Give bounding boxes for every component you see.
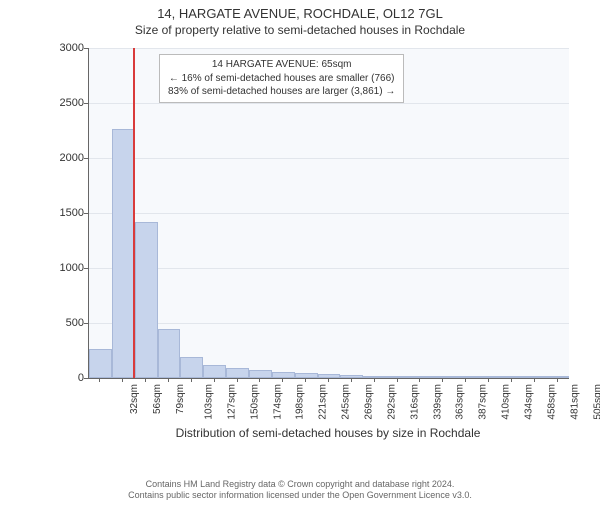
- annotation-line: 83% of semi-detached houses are larger (…: [168, 85, 395, 99]
- x-tick-mark: [191, 378, 192, 382]
- x-tick-label: 481sqm: [569, 384, 580, 420]
- histogram-bar: [523, 376, 546, 378]
- x-tick-label: 410sqm: [501, 384, 512, 420]
- x-tick-mark: [328, 378, 329, 382]
- histogram-bar: [546, 376, 569, 378]
- x-tick-label: 458sqm: [546, 384, 557, 420]
- x-tick-label: 103sqm: [204, 384, 215, 420]
- x-tick-label: 79sqm: [175, 384, 186, 414]
- x-tick-mark: [442, 378, 443, 382]
- x-tick-label: 245sqm: [341, 384, 352, 420]
- annotation-line: 14 HARGATE AVENUE: 65sqm: [168, 58, 395, 72]
- x-tick-mark: [214, 378, 215, 382]
- y-tick-label: 1000: [50, 262, 84, 274]
- x-tick-mark: [282, 378, 283, 382]
- gridline: [89, 103, 569, 104]
- page-title: 14, HARGATE AVENUE, ROCHDALE, OL12 7GL: [0, 6, 600, 21]
- histogram-bar: [249, 370, 272, 378]
- x-tick-mark: [259, 378, 260, 382]
- x-tick-mark: [122, 378, 123, 382]
- histogram-bar: [158, 329, 181, 379]
- annotation-line: ← 16% of semi-detached houses are smalle…: [168, 72, 395, 86]
- gridline: [89, 158, 569, 159]
- x-tick-label: 505sqm: [592, 384, 600, 420]
- y-tick-mark: [84, 268, 88, 269]
- gridline: [89, 48, 569, 49]
- x-tick-label: 127sqm: [226, 384, 237, 420]
- plot-area: 14 HARGATE AVENUE: 65sqm ← 16% of semi-d…: [88, 48, 569, 379]
- histogram-bar: [180, 357, 203, 378]
- x-tick-mark: [237, 378, 238, 382]
- x-tick-label: 316sqm: [409, 384, 420, 420]
- x-tick-mark: [99, 378, 100, 382]
- x-tick-mark: [374, 378, 375, 382]
- gridline: [89, 268, 569, 269]
- y-tick-mark: [84, 158, 88, 159]
- x-tick-mark: [397, 378, 398, 382]
- y-tick-label: 500: [50, 317, 84, 329]
- y-tick-mark: [84, 48, 88, 49]
- x-tick-label: 434sqm: [524, 384, 535, 420]
- footer-line: Contains HM Land Registry data © Crown c…: [0, 479, 600, 491]
- x-tick-label: 387sqm: [478, 384, 489, 420]
- x-tick-mark: [465, 378, 466, 382]
- y-tick-mark: [84, 213, 88, 214]
- x-tick-label: 198sqm: [295, 384, 306, 420]
- y-tick-label: 2000: [50, 152, 84, 164]
- x-tick-mark: [305, 378, 306, 382]
- x-tick-mark: [419, 378, 420, 382]
- x-tick-mark: [488, 378, 489, 382]
- y-tick-mark: [84, 323, 88, 324]
- histogram-bar: [89, 349, 112, 378]
- annotation-box: 14 HARGATE AVENUE: 65sqm ← 16% of semi-d…: [159, 54, 404, 103]
- y-tick-label: 2500: [50, 97, 84, 109]
- x-tick-label: 269sqm: [364, 384, 375, 420]
- x-tick-label: 221sqm: [318, 384, 329, 420]
- x-tick-mark: [557, 378, 558, 382]
- y-tick-label: 0: [50, 372, 84, 384]
- y-tick-mark: [84, 378, 88, 379]
- x-tick-mark: [168, 378, 169, 382]
- footer: Contains HM Land Registry data © Crown c…: [0, 479, 600, 502]
- x-tick-label: 292sqm: [386, 384, 397, 420]
- page-subtitle: Size of property relative to semi-detach…: [0, 23, 600, 37]
- histogram-bar: [409, 376, 432, 378]
- x-tick-label: 339sqm: [432, 384, 443, 420]
- x-tick-label: 150sqm: [249, 384, 260, 420]
- x-tick-mark: [511, 378, 512, 382]
- y-tick-mark: [84, 103, 88, 104]
- histogram-bar: [386, 376, 409, 378]
- footer-line: Contains public sector information licen…: [0, 490, 600, 502]
- y-tick-label: 1500: [50, 207, 84, 219]
- y-tick-label: 3000: [50, 42, 84, 54]
- histogram-bar: [135, 222, 158, 378]
- gridline: [89, 213, 569, 214]
- histogram-bar: [500, 376, 523, 378]
- x-tick-mark: [145, 378, 146, 382]
- chart: Number of semi-detached properties 14 HA…: [48, 48, 568, 418]
- x-tick-label: 174sqm: [272, 384, 283, 420]
- histogram-bar: [340, 375, 363, 378]
- histogram-bar: [363, 376, 386, 378]
- x-tick-mark: [534, 378, 535, 382]
- histogram-bar: [226, 368, 249, 378]
- x-tick-label: 56sqm: [152, 384, 163, 414]
- histogram-bar: [203, 365, 226, 378]
- x-tick-mark: [351, 378, 352, 382]
- x-tick-label: 32sqm: [129, 384, 140, 414]
- subject-marker-line: [133, 48, 135, 378]
- histogram-bar: [112, 129, 135, 378]
- x-axis-label: Distribution of semi-detached houses by …: [88, 426, 568, 440]
- gridline: [89, 323, 569, 324]
- x-tick-label: 363sqm: [455, 384, 466, 420]
